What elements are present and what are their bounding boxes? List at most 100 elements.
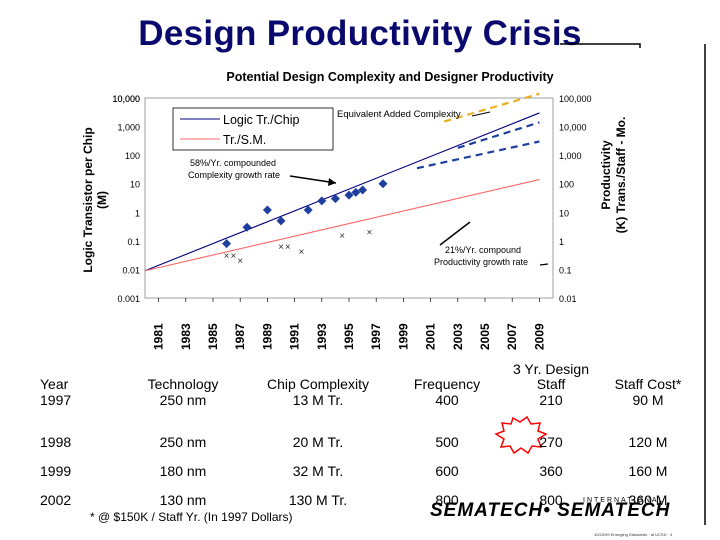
series-line <box>144 112 540 272</box>
cell-technology: 130 nm <box>159 492 207 508</box>
annotation-arrow-58 <box>289 175 337 184</box>
cell-staff: 270 <box>539 434 563 450</box>
cell-staff: 800 <box>539 492 563 508</box>
diamond-marker <box>317 196 327 206</box>
y2-tick-label: 1 <box>559 237 564 247</box>
annotation-arrow-21 <box>439 221 471 246</box>
x-marker: × <box>339 231 345 242</box>
annotation-58-line2: Complexity growth rate <box>188 170 280 180</box>
diamond-marker <box>358 185 368 195</box>
x-marker: × <box>366 227 372 238</box>
cell-technology: 250 nm <box>159 434 207 450</box>
series-line <box>144 179 540 272</box>
table-row: 1997 250 nm 13 M Tr. 400 210 90 M <box>40 392 696 421</box>
legend-label-logic: Logic Tr./Chip <box>223 113 299 127</box>
x-tick-label: 1997 <box>369 323 383 350</box>
annotation-21-line1: 21%/Yr. compound <box>445 245 521 255</box>
diamond-marker <box>276 216 286 226</box>
legend-label-sm: Tr./S.M. <box>223 133 266 147</box>
cell-cost: 160 M <box>628 463 668 479</box>
y2-tick-label: 100 <box>559 180 574 190</box>
y-axis-title-line2: (M) <box>95 191 109 209</box>
x-marker: × <box>237 256 243 267</box>
annotation-arrow-21b <box>539 263 549 266</box>
x-tick-label: 1981 <box>152 323 166 350</box>
x-tick-label: 1999 <box>396 323 410 350</box>
cell-cost: 360 M <box>628 492 668 508</box>
chart-title: Potential Design Complexity and Designer… <box>226 70 554 84</box>
header-year: Year <box>40 376 69 392</box>
y-tick-label: 100 <box>125 151 140 161</box>
y-tick-label: 1 <box>135 208 140 218</box>
cell-year: 1998 <box>40 434 72 450</box>
table-row: 1999 180 nm 32 M Tr. 600 360 160 M <box>40 450 696 479</box>
y2-tick-label: 100,000 <box>559 94 592 104</box>
cell-cost: 120 M <box>628 434 668 450</box>
cell-year: 2002 <box>40 492 72 508</box>
cell-year: 1997 <box>40 392 72 408</box>
frame-line <box>560 43 641 48</box>
cell-complexity: 130 M Tr. <box>288 492 348 508</box>
table-row: 1998 250 nm 20 M Tr. 500 270 120 M <box>40 421 696 450</box>
diamond-marker <box>330 194 340 204</box>
x-tick-label: 1987 <box>233 323 247 350</box>
y-tick-label: 0.001 <box>117 294 140 304</box>
cell-cost: 90 M <box>632 392 664 408</box>
x-marker: × <box>278 242 284 253</box>
diamond-marker <box>242 222 252 232</box>
cell-frequency: 400 <box>435 392 459 408</box>
table-header-row: Year Technology Chip Complexity Frequenc… <box>40 361 696 393</box>
projection-line <box>443 92 540 123</box>
header-technology: Technology <box>147 376 219 392</box>
cell-frequency: 800 <box>435 492 459 508</box>
x-marker: × <box>230 251 236 262</box>
y-axis-title-line1: Logic Transistor per Chip <box>81 127 95 272</box>
cell-technology: 180 nm <box>159 463 207 479</box>
y2-tick-label: 10 <box>559 208 569 218</box>
annotation-21-line2: Productivity growth rate <box>434 257 528 267</box>
y2-tick-label: 0.1 <box>559 265 572 275</box>
x-marker: × <box>285 242 291 253</box>
diamond-marker <box>262 205 272 215</box>
x-tick-label: 1985 <box>206 323 220 350</box>
y2-tick-label: 0.01 <box>559 294 577 304</box>
diamond-marker <box>378 179 388 189</box>
table-row: 2002 130 nm 130 M Tr. 800 800 360 M <box>40 479 696 508</box>
y2-tick-label: 10,000 <box>559 123 587 133</box>
x-tick-label: 2001 <box>424 323 438 350</box>
diamond-marker <box>351 187 361 197</box>
header-staff-cost: Staff Cost* <box>614 376 682 392</box>
footer-text: 10/20/99 Emerging Standards · at UCSD · … <box>594 532 673 537</box>
diamond-marker <box>303 205 313 215</box>
technology-table: Year Technology Chip Complexity Frequenc… <box>40 361 696 509</box>
y2-axis-title-line1: Productivity <box>599 140 613 210</box>
cell-complexity: 32 M Tr. <box>292 463 344 479</box>
x-tick-label: 1989 <box>260 323 274 350</box>
x-tick-label: 2005 <box>478 323 492 350</box>
y-tick-label: 10 <box>130 180 140 190</box>
annotation-arrow-equivalent <box>471 111 491 117</box>
x-tick-label: 1995 <box>342 323 356 350</box>
annotation-equivalent: Equivalent Added Complexity <box>337 109 461 120</box>
projection-line <box>457 121 540 149</box>
y-tick-label: 10,000 <box>112 94 140 104</box>
footnote: * @ $150K / Staff Yr. (In 1997 Dollars) <box>90 510 293 524</box>
diamond-marker <box>344 190 354 200</box>
legend-box <box>172 107 334 151</box>
slide-title: Design Productivity Crisis <box>138 14 582 53</box>
y-tick-label: 1,000 <box>117 123 140 133</box>
x-tick-label: 2007 <box>505 323 519 350</box>
x-tick-label: 1991 <box>288 323 302 350</box>
sematech-logo: SEMATECH• SEMATECH <box>430 500 671 521</box>
diamond-marker <box>222 239 232 249</box>
cell-frequency: 500 <box>435 434 459 450</box>
annotation-58-line1: 58%/Yr. compounded <box>190 158 276 168</box>
y2-tick-label: 1,000 <box>559 151 582 161</box>
cell-complexity: 20 M Tr. <box>292 434 344 450</box>
cell-frequency: 600 <box>435 463 459 479</box>
header-design-staff: 3 Yr. Design Staff <box>512 361 589 392</box>
projection-line <box>416 140 540 170</box>
y-tick-label: 10,000 <box>112 94 140 104</box>
x-tick-label: 2003 <box>451 323 465 350</box>
y-tick-label: 0.1 <box>127 237 140 247</box>
